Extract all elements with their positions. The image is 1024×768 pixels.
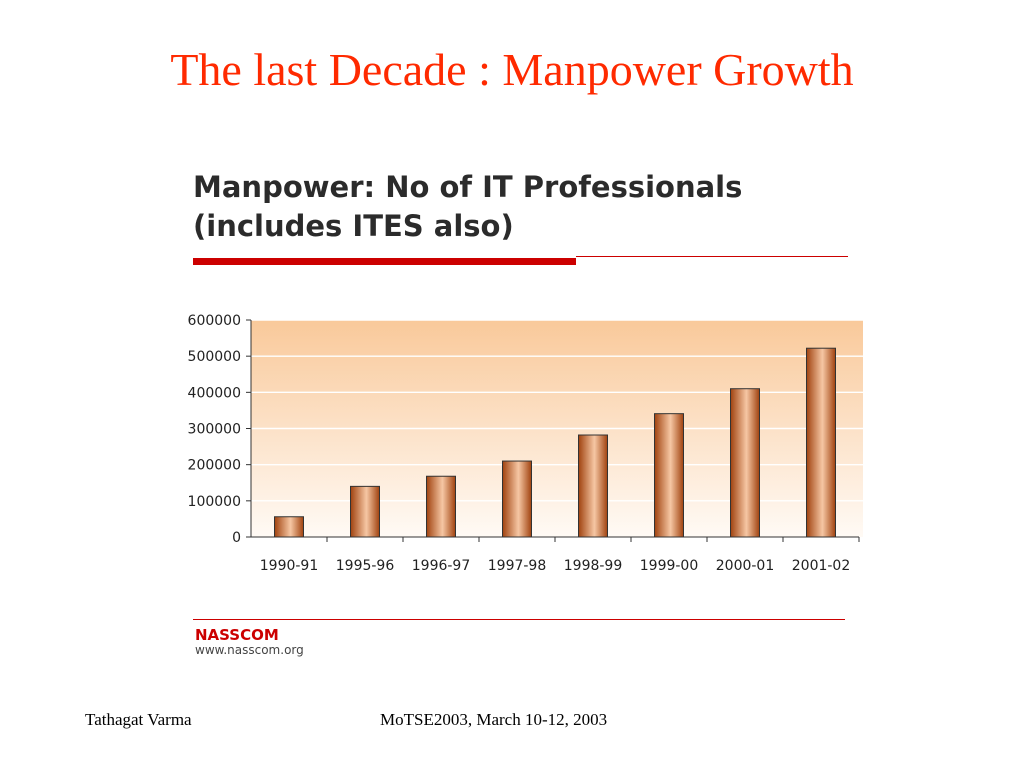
x-tick-label: 2000-01: [716, 558, 775, 574]
bar-1995-96: [350, 485, 380, 538]
bar-1998-99: [578, 434, 608, 538]
x-tick-label: 1997-98: [488, 558, 547, 574]
y-tick-label: 400000: [188, 385, 241, 401]
slide-title: The last Decade : Manpower Growth: [170, 44, 854, 95]
bar-1999-00: [654, 413, 684, 538]
figure-heading: Manpower: No of IT Professionals (includ…: [193, 168, 833, 246]
figure-heading-line2: (includes ITES also): [193, 209, 514, 243]
bar-2001-02: [806, 347, 836, 538]
bar-1997-98: [502, 460, 532, 538]
y-tick-label: 600000: [188, 313, 241, 329]
y-tick-label: 0: [232, 530, 241, 546]
x-tick-label: 1999-00: [640, 558, 699, 574]
y-tick-label: 100000: [188, 494, 241, 510]
y-tick-label: 500000: [188, 349, 241, 365]
source-url: www.nasscom.org: [195, 643, 304, 657]
bar-1990-91: [274, 516, 304, 538]
heading-rule-thick: [193, 258, 576, 265]
x-tick-label: 1995-96: [336, 558, 395, 574]
footer-author: Tathagat Varma: [85, 710, 192, 729]
source-name: NASSCOM: [195, 626, 279, 644]
x-tick-label: 1998-99: [564, 558, 623, 574]
y-tick-label: 300000: [188, 422, 241, 438]
y-tick-label: 200000: [188, 458, 241, 474]
figure-heading-line1: Manpower: No of IT Professionals: [193, 170, 743, 204]
bar-1996-97: [426, 475, 456, 538]
source-rule: [193, 619, 845, 620]
footer-event: MoTSE2003, March 10-12, 2003: [380, 710, 608, 729]
bar-2000-01: [730, 388, 760, 538]
x-tick-label: 1990-91: [260, 558, 319, 574]
heading-rule-thin: [576, 256, 848, 257]
x-tick-label: 1996-97: [412, 558, 471, 574]
x-tick-label: 2001-02: [792, 558, 851, 574]
